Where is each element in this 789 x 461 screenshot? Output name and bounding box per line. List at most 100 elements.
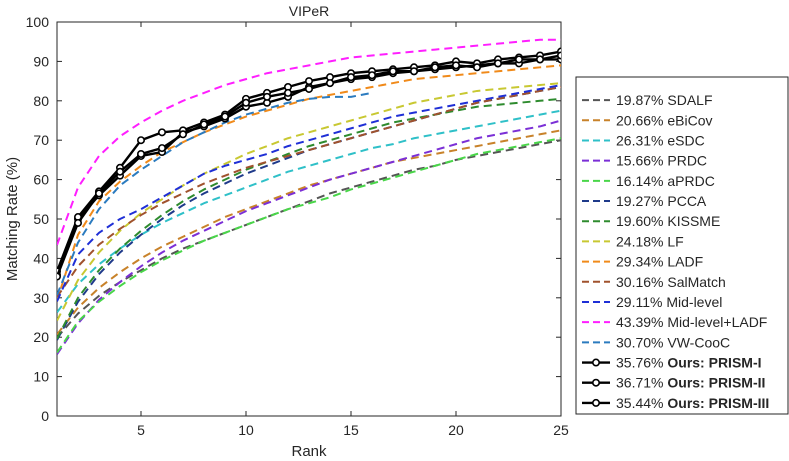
legend-value: 26.31% [616,132,667,148]
legend-series-name: SDALF [667,92,712,108]
data-point [325,79,334,88]
series-line-lf [57,82,561,322]
legend-series-name: aPRDC [667,173,714,189]
legend-series-name: SalMatch [667,274,725,290]
y-tick-label: 100 [26,14,50,30]
series-line-salmatch [57,86,561,298]
legend-item-kissme: 19.60% KISSME [582,213,720,229]
legend-value: 30.16% [616,274,667,290]
series-vw-cooc [57,91,373,296]
legend-item-aprdc: 16.14% aPRDC [582,173,715,189]
legend-item-lf: 24.18% LF [582,233,684,249]
series-line-ebicov [57,129,561,336]
data-point [116,167,125,176]
legend-series-name: PRDC [667,153,707,169]
series-sdalf [57,139,561,339]
legend-item-vw-cooc: 30.70% VW-CooC [582,334,730,350]
legend-value: 20.66% [616,112,667,128]
legend-box [575,76,789,415]
data-point [137,149,146,158]
legend-series-name: Ours: PRISM-III [667,395,769,411]
data-point [200,120,209,129]
y-tick-label: 10 [33,369,49,385]
legend-series-name: VW-CooC [667,334,730,350]
data-point [262,92,271,101]
data-point [57,272,61,281]
legend-value: 35.44% [616,395,667,411]
legend-label: 16.14% aPRDC [616,173,715,189]
series-line-ladf [57,64,561,301]
legend-marker [591,358,600,367]
y-axis-label: Matching Rate (%) [4,157,21,281]
legend-label: 20.66% eBiCov [616,112,713,128]
series-line-prdc [57,119,561,355]
data-point [158,144,167,153]
y-tick-label: 80 [33,93,49,109]
series-prdc [57,119,561,355]
legend-item-prdc: 15.66% PRDC [582,153,707,169]
legend-label: 19.87% SDALF [616,92,713,108]
legend-label: 29.34% LADF [616,254,703,270]
series-esdc [57,109,561,313]
legend-value: 15.66% [616,153,667,169]
series-line-vw-cooc [57,91,373,296]
data-point [242,98,251,107]
legend-value: 36.71% [616,375,667,391]
x-axis-label: Rank [291,443,327,460]
series-line-esdc [57,109,561,313]
legend-label: 36.71% Ours: PRISM-II [616,375,765,391]
data-point [304,84,313,93]
legend-value: 29.11% [616,294,666,310]
data-point [514,55,523,64]
legend-series-name: LADF [667,254,703,270]
data-point [137,136,146,145]
series-kissme [57,97,561,340]
legend-value: 19.27% [616,193,667,209]
legend-item-ours-prism-ii: 36.71% Ours: PRISM-II [582,375,765,391]
data-point [557,51,561,60]
data-point [388,67,397,76]
legend-series-name: Mid-level+LADF [667,314,767,330]
x-tick-label: 25 [553,422,569,438]
legend-item-ebicov: 20.66% eBiCov [582,112,713,128]
legend-marker [591,378,600,387]
legend-item-ours-prism-iii: 35.44% Ours: PRISM-III [582,395,769,411]
legend-label: 19.27% PCCA [616,193,707,209]
x-tick-label: 20 [448,422,464,438]
legend-value: 24.18% [616,233,667,249]
legend-value: 16.14% [616,173,667,189]
legend-series-name: PCCA [667,193,707,209]
legend-label: 15.66% PRDC [616,153,707,169]
legend-series-name: Ours: PRISM-I [667,355,761,371]
legend-label: 43.39% Mid-level+LADF [616,314,767,330]
y-tick-label: 20 [33,329,49,345]
legend-series-name: Mid-level [666,294,722,310]
data-point [95,189,104,198]
x-tick-label: 10 [238,422,254,438]
plot-series [57,38,561,355]
x-tick-label: 5 [137,422,145,438]
legend-item-pcca: 19.27% PCCA [582,193,707,209]
y-tick-label: 70 [33,132,49,148]
legend-value: 29.34% [616,254,667,270]
y-tick-label: 30 [33,290,49,306]
data-point [74,218,83,227]
data-point [158,128,167,137]
legend-marker [591,398,600,407]
y-tick-label: 40 [33,250,49,266]
legend-series-name: eSDC [667,132,704,148]
legend-series-name: KISSME [667,213,720,229]
data-point [493,59,502,68]
data-point [179,130,188,139]
series-line-sdalf [57,139,561,339]
y-tick-label: 90 [33,53,49,69]
legend-item-salmatch: 30.16% SalMatch [582,274,726,290]
legend-series-name: Ours: PRISM-II [667,375,765,391]
series-line-aprdc [57,137,561,354]
data-point [472,63,481,72]
legend-label: 30.16% SalMatch [616,274,726,290]
series-ours-prism-iii [57,51,561,281]
series-lf [57,82,561,322]
